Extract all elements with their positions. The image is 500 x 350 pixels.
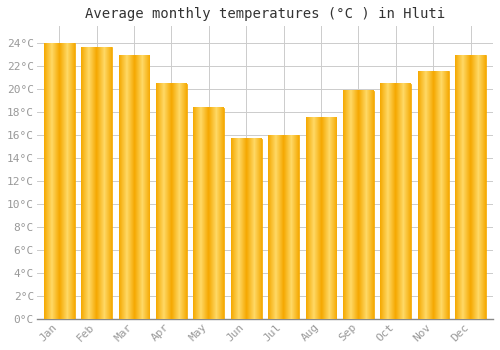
Bar <box>418 71 448 319</box>
Title: Average monthly temperatures (°C ) in Hluti: Average monthly temperatures (°C ) in Hl… <box>85 7 445 21</box>
Bar <box>231 139 262 319</box>
Bar <box>44 43 74 319</box>
Bar <box>118 55 150 319</box>
Bar <box>81 47 112 319</box>
Bar <box>306 117 336 319</box>
Bar <box>456 55 486 319</box>
Bar <box>380 84 411 319</box>
Bar <box>343 91 374 319</box>
Bar <box>194 108 224 319</box>
Bar <box>156 84 186 319</box>
Bar <box>268 135 299 319</box>
